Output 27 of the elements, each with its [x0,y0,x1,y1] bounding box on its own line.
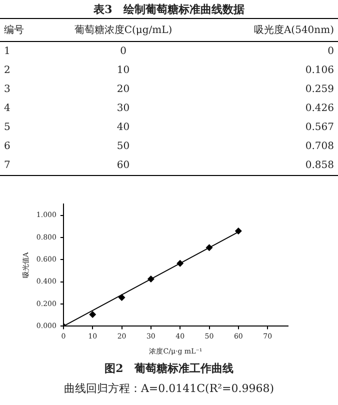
text: 0 [119,45,128,59]
text: 编号 [0,18,43,42]
text: 0 [326,45,335,59]
text: 5 [3,121,12,135]
text: 曲线回归方程：A=0.0141C(R²=0.9968) [62,381,276,396]
text: 20 [116,83,131,97]
text: 吸光度A(540nm) [204,18,338,42]
text: 50 [116,140,131,154]
text: 0.858 [304,159,335,173]
text: 10 [116,64,131,78]
text: 60 [116,159,131,173]
text: 3 [3,83,12,97]
text: 0.426 [304,102,335,116]
text: 0.259 [304,83,335,97]
text: 葡萄糖浓度C(μg/mL) [42,18,204,42]
text: 40 [116,121,131,135]
text: 7 [3,159,12,173]
text: 2 [3,64,12,78]
text: 0.567 [304,121,335,135]
text: 6 [3,140,12,154]
text: 4 [3,102,12,116]
text: 表3 绘制葡萄糖标准曲线数据 [92,2,246,17]
text: 0.106 [304,64,335,78]
text: 1 [3,45,12,59]
text: 0.708 [304,140,335,154]
text: 30 [116,102,131,116]
text: 图2 葡萄糖标准工作曲线 [104,361,234,376]
